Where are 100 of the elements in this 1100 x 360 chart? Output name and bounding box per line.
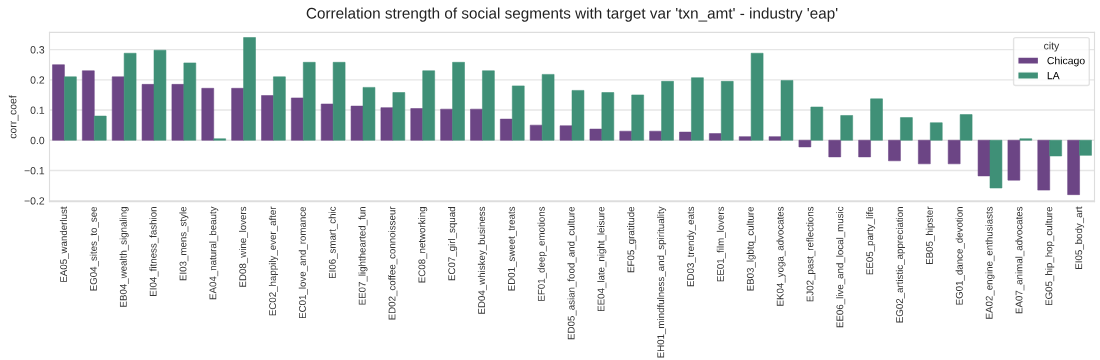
x-tick-label: EE06_live_and_local_music bbox=[836, 206, 846, 328]
bar bbox=[141, 84, 155, 141]
bar bbox=[482, 70, 495, 141]
x-tick-label: EE04_late_night_leisure bbox=[597, 206, 607, 312]
bar bbox=[273, 76, 286, 141]
x-tick-label: EA07_animal_advocates bbox=[1015, 206, 1025, 314]
bar bbox=[231, 88, 244, 141]
bar bbox=[410, 108, 423, 141]
bar bbox=[840, 115, 853, 141]
bar bbox=[1037, 139, 1050, 191]
bar bbox=[123, 52, 137, 141]
x-tick-label: EG04_sites_to_see bbox=[89, 206, 99, 291]
bar bbox=[738, 136, 752, 141]
bar bbox=[798, 139, 812, 148]
bar bbox=[332, 62, 346, 141]
x-tick-label: EC02_happily_ever_after bbox=[268, 206, 278, 316]
bar bbox=[392, 92, 406, 141]
y-tick-label: −0.1 bbox=[24, 166, 45, 175]
bar bbox=[422, 70, 435, 141]
x-tick-label: EC01_love_and_romance bbox=[298, 206, 308, 319]
x-tick-label: EC07_girl_squad bbox=[448, 207, 458, 281]
x-tick-label: ED05_asian_food_and_culture bbox=[567, 206, 577, 340]
x-tick-label: EF01_deep_emotions bbox=[537, 206, 547, 301]
bar bbox=[571, 90, 585, 141]
x-tick-label: EG02_artistic_appreciation bbox=[895, 207, 905, 323]
bar bbox=[679, 131, 692, 141]
x-tick-label: EH01_mindfulness_and_spirituality bbox=[657, 206, 667, 358]
x-tick-label: ED08_wine_lovers bbox=[239, 206, 249, 287]
bar bbox=[82, 70, 95, 141]
y-tick-label: 0.1 bbox=[30, 106, 45, 114]
bar bbox=[601, 92, 615, 141]
bar bbox=[320, 103, 334, 141]
x-tick-label: EB03_lgbtq_culture bbox=[746, 206, 756, 291]
legend-label: LA bbox=[1047, 71, 1060, 80]
legend-label: Chicago bbox=[1047, 56, 1085, 67]
bar bbox=[619, 130, 632, 141]
bar bbox=[900, 117, 913, 141]
x-tick-label: EG05_hip_hop_culture bbox=[1045, 206, 1055, 306]
bar bbox=[500, 118, 513, 141]
y-tick-label: 0.0 bbox=[30, 136, 45, 145]
bar bbox=[661, 81, 674, 141]
bar bbox=[452, 62, 465, 141]
bar bbox=[810, 106, 824, 141]
bar bbox=[1007, 139, 1021, 181]
legend-title: city bbox=[1044, 41, 1060, 52]
x-tick-label: EI06_smart_chic bbox=[328, 206, 338, 279]
x-tick-label: EJ02_past_reflections bbox=[806, 206, 816, 302]
y-tick-label: 0.3 bbox=[30, 46, 45, 54]
bar bbox=[94, 115, 107, 141]
x-tick-label: EI04_fitness_fashion bbox=[149, 207, 159, 296]
bar bbox=[1079, 139, 1092, 156]
bar bbox=[470, 108, 483, 141]
bar bbox=[631, 94, 644, 141]
bar bbox=[64, 76, 77, 141]
bar bbox=[350, 105, 364, 141]
bar bbox=[947, 139, 961, 165]
x-tick-label: EE01_film_lovers bbox=[716, 206, 726, 282]
x-tick-label: EA04_natural_beauty bbox=[209, 206, 219, 300]
bar bbox=[362, 87, 376, 141]
x-tick-label: EI03_mens_style bbox=[179, 206, 189, 281]
bar bbox=[750, 52, 764, 141]
bar bbox=[709, 133, 722, 141]
bar bbox=[930, 122, 943, 141]
bar bbox=[201, 88, 214, 141]
bar bbox=[828, 139, 841, 158]
bar bbox=[1067, 139, 1080, 195]
y-tick-label: −0.2 bbox=[24, 197, 45, 205]
bar bbox=[989, 139, 1003, 189]
x-tick-label: EA02_engine_enthusiasts bbox=[985, 206, 995, 319]
bar bbox=[303, 62, 316, 141]
bar bbox=[291, 97, 304, 141]
x-tick-label: EF05_gratitude bbox=[627, 206, 637, 273]
bar bbox=[559, 125, 573, 141]
bar bbox=[1049, 139, 1062, 157]
bar bbox=[183, 62, 197, 141]
bar bbox=[918, 139, 931, 165]
bar bbox=[649, 130, 662, 141]
bar bbox=[171, 84, 185, 141]
bar bbox=[959, 114, 973, 141]
bar bbox=[529, 124, 543, 141]
bar bbox=[870, 98, 883, 141]
x-tick-label: EE05_party_life bbox=[866, 206, 876, 275]
x-tick-label: ED02_coffee_connoisseur bbox=[388, 206, 398, 320]
bar bbox=[380, 107, 394, 141]
bar bbox=[858, 139, 871, 158]
x-tick-label: ED03_trendy_eats bbox=[686, 206, 696, 287]
x-tick-label: EA05_wanderlust bbox=[59, 206, 69, 282]
bar bbox=[768, 136, 782, 141]
bar bbox=[691, 77, 704, 141]
x-tick-label: EB04_wealth_signaling bbox=[119, 207, 129, 307]
x-tick-label: ED01_sweet_treats bbox=[508, 206, 517, 291]
x-tick-label: EI05_body_art bbox=[1075, 206, 1085, 269]
x-tick-label: ED04_whiskey_business bbox=[477, 206, 487, 314]
bar bbox=[440, 108, 453, 141]
chart-title: Correlation strength of social segments with target var 'txn_amt' - industry 'eap' bbox=[306, 7, 838, 22]
bar bbox=[153, 49, 167, 141]
bar bbox=[512, 85, 525, 141]
bar bbox=[52, 64, 65, 141]
x-tick-label: EC08_networking bbox=[418, 207, 428, 283]
x-tick-label: EG01_dance_devotion bbox=[955, 207, 965, 305]
